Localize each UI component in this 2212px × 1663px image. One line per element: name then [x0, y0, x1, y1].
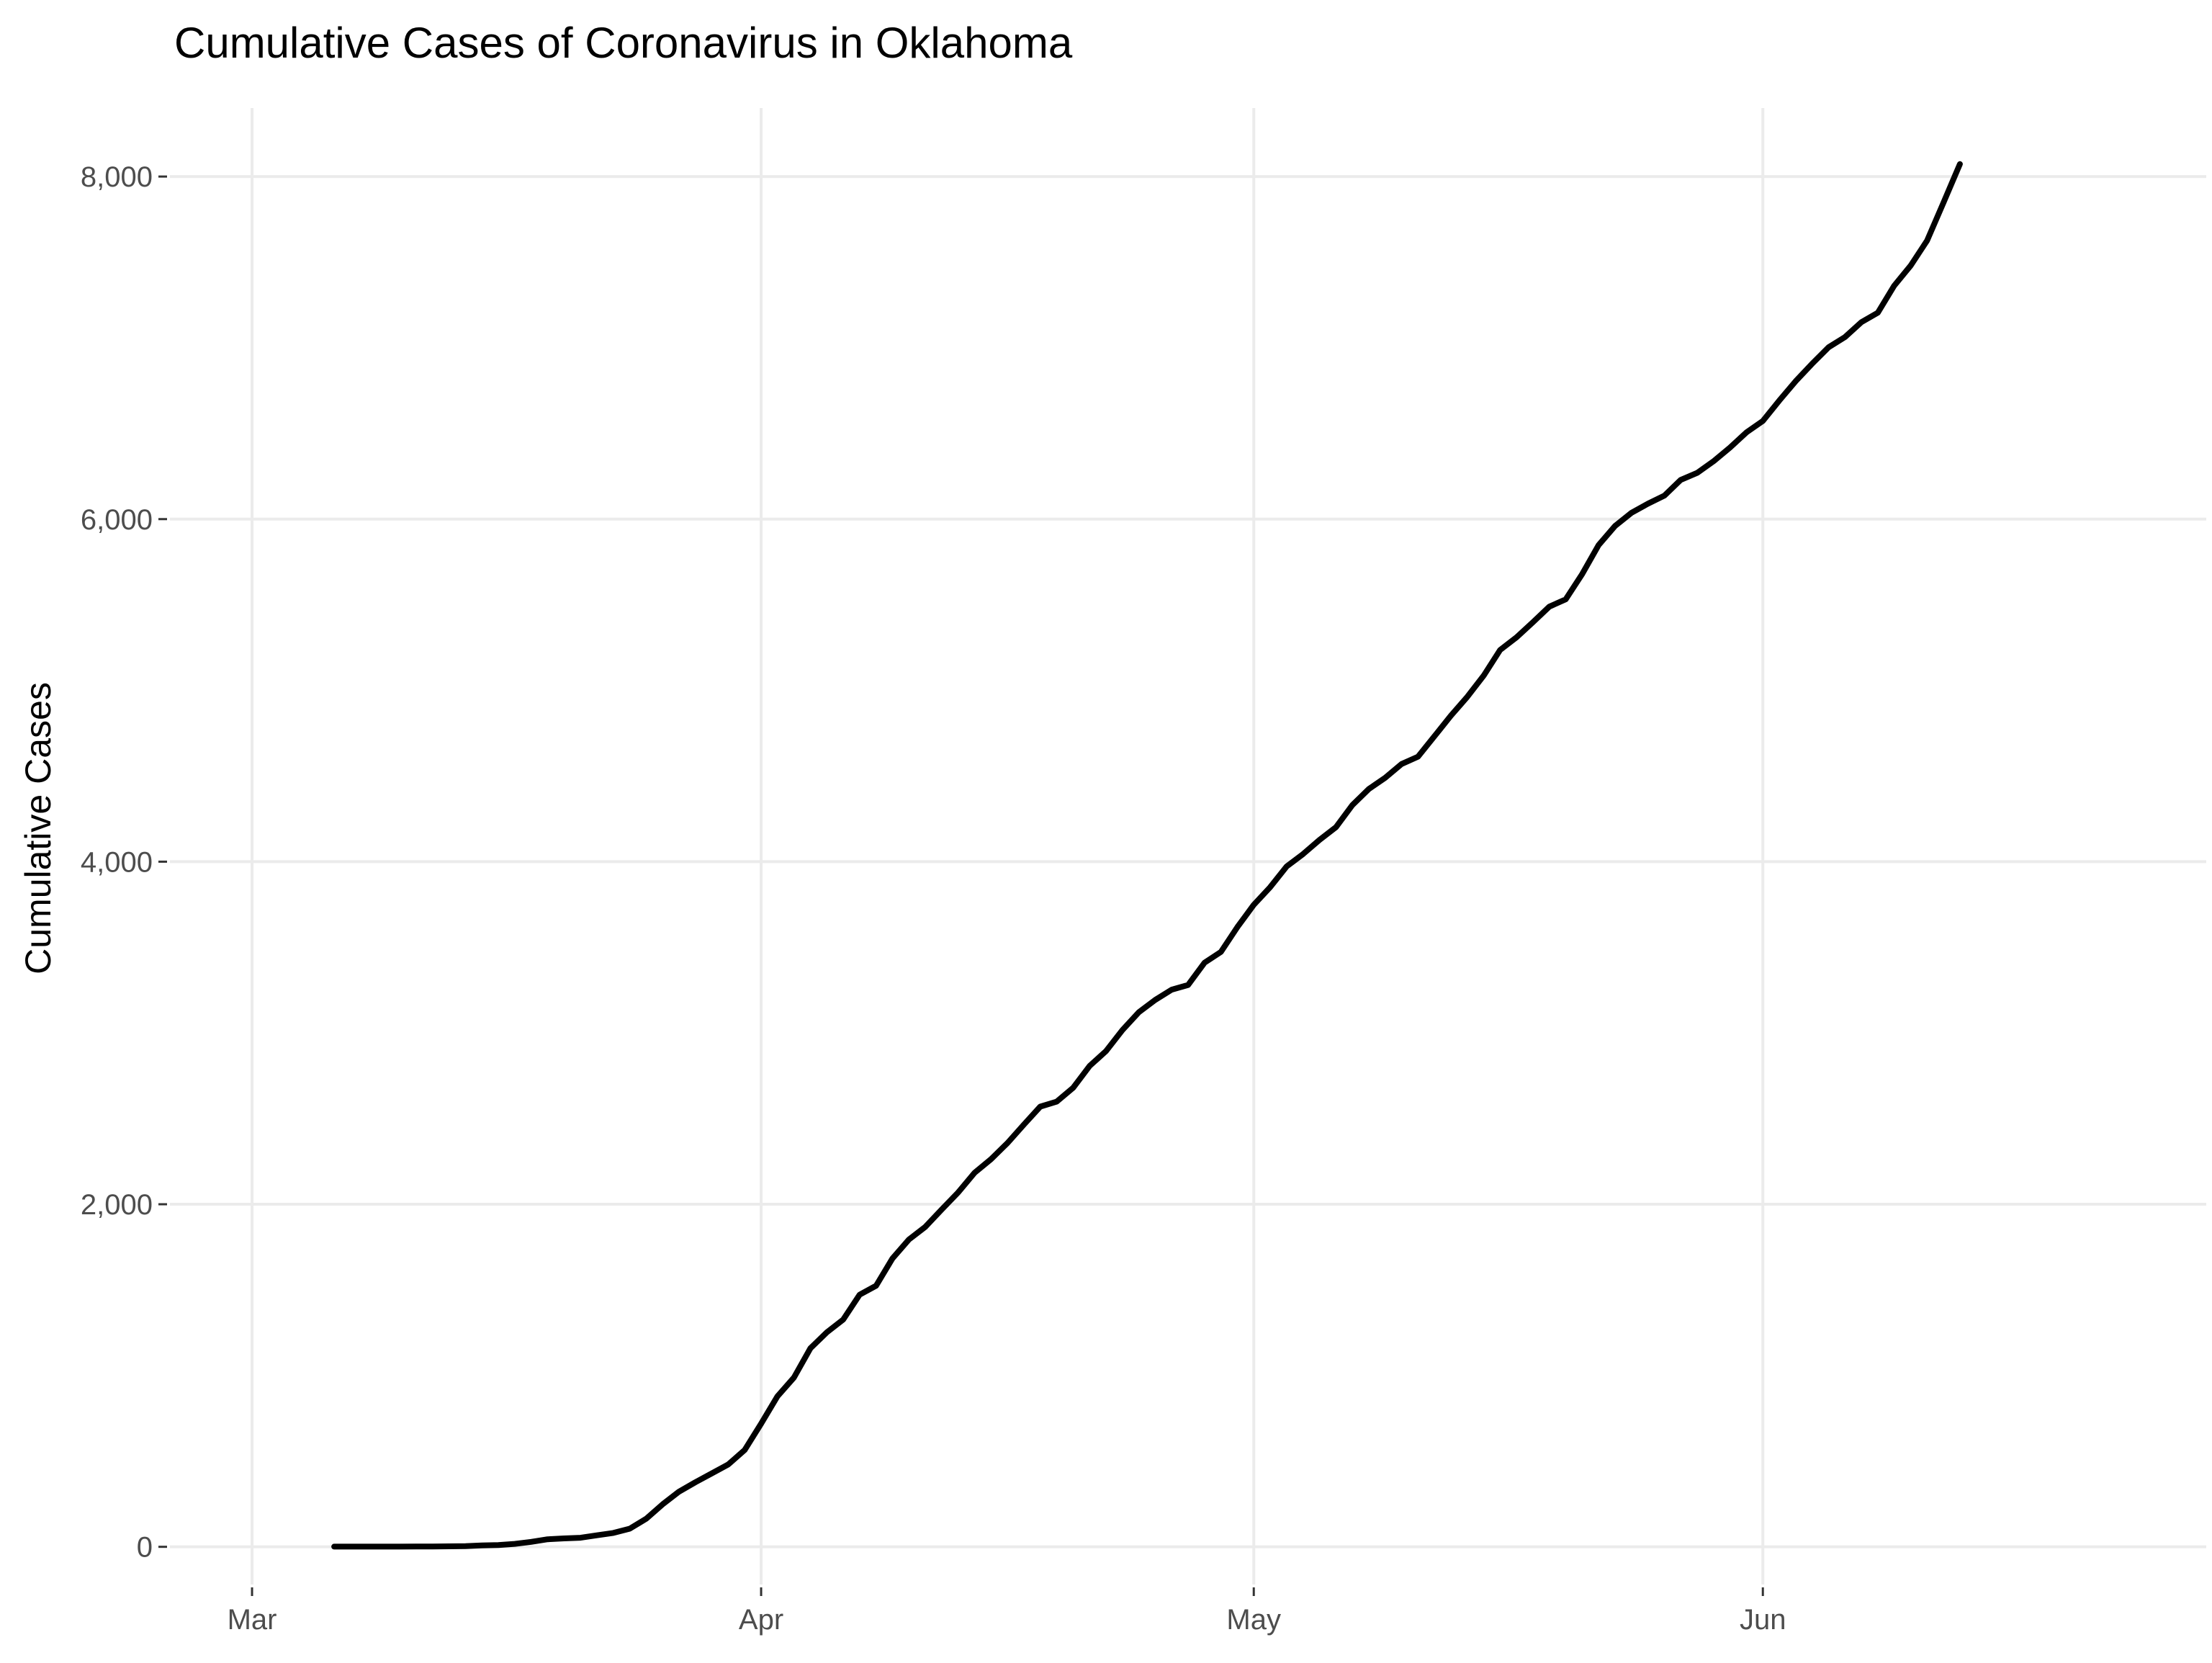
x-tick-label: May [1226, 1604, 1281, 1636]
y-tick-label: 8,000 [81, 161, 153, 193]
chart-title: Cumulative Cases of Coronavirus in Oklah… [174, 19, 1073, 67]
y-axis-label: Cumulative Cases [18, 682, 58, 974]
series-layer [331, 161, 1963, 1550]
x-tick-label: Jun [1740, 1604, 1786, 1636]
x-tick-label: Mar [228, 1604, 277, 1636]
series-line [331, 161, 1963, 1550]
y-tick-label: 2,000 [81, 1189, 153, 1221]
gridlines [170, 108, 2206, 1584]
y-axis: 0 2,000 4,000 6,000 8,000 [81, 161, 167, 1564]
y-tick-label: 0 [137, 1532, 153, 1564]
x-axis: Mar Apr May Jun [228, 1587, 1786, 1636]
y-tick-label: 6,000 [81, 504, 153, 536]
x-tick-label: Apr [739, 1604, 783, 1636]
y-tick-label: 4,000 [81, 846, 153, 878]
